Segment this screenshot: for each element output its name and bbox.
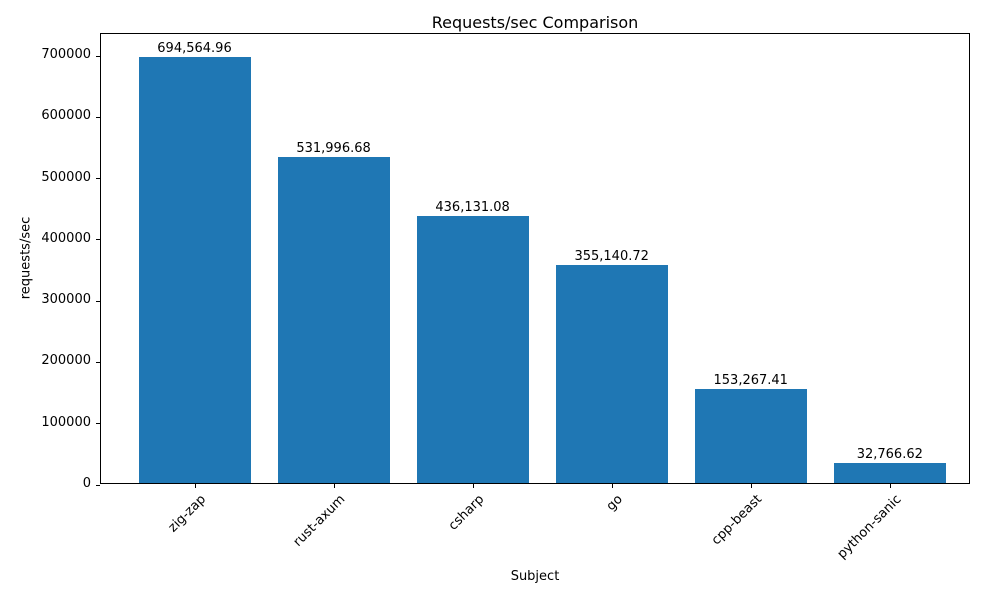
- y-tick-mark: [96, 55, 100, 57]
- y-tick-mark: [96, 300, 100, 302]
- bar-value-label: 694,564.96: [157, 41, 232, 57]
- bar-value-label: 32,766.62: [856, 446, 923, 462]
- bar-cpp-beast: [694, 389, 807, 483]
- y-tick-label: 400000: [41, 230, 91, 246]
- bar-zig-zap: [138, 57, 251, 483]
- bar-rust-axum: [277, 157, 390, 483]
- y-tick-label: 200000: [41, 353, 91, 369]
- x-tick-label-go: go: [604, 492, 627, 515]
- y-tick-mark: [96, 361, 100, 363]
- x-tick-mark: [611, 484, 613, 488]
- bar-value-label: 153,267.41: [713, 373, 788, 389]
- y-tick-label: 300000: [41, 292, 91, 308]
- y-tick-label: 700000: [41, 47, 91, 63]
- y-tick-label: 600000: [41, 108, 91, 124]
- y-tick-mark: [96, 116, 100, 118]
- y-tick-label: 0: [82, 476, 91, 491]
- bar-value-label: 436,131.08: [435, 199, 510, 215]
- y-tick-label: 100000: [41, 414, 91, 430]
- y-tick-mark: [96, 484, 100, 486]
- x-axis-label: Subject: [510, 569, 560, 584]
- y-tick-mark: [96, 178, 100, 180]
- bar-go: [555, 265, 668, 483]
- x-tick-mark: [750, 484, 752, 488]
- bar-value-label: 531,996.68: [296, 141, 371, 156]
- y-tick-label: 500000: [41, 169, 91, 185]
- x-tick-label-cpp-beast: cpp-beast: [709, 492, 766, 549]
- chart-title: Requests/sec Comparison: [431, 13, 639, 32]
- plot-area: 694,564.96 531,996.68 436,131.08 355,140.72…: [96, 33, 970, 488]
- x-tick-label-python-sanic: python-sanic: [834, 492, 905, 562]
- bar-value-label: 355,140.72: [574, 249, 649, 265]
- x-tick-mark: [472, 484, 474, 488]
- x-tick-mark: [194, 484, 196, 488]
- y-tick-mark: [96, 239, 100, 241]
- x-tick-label-rust-axum: rust-axum: [290, 492, 349, 550]
- y-axis-label: requests/sec: [18, 216, 34, 300]
- x-tick-label-csharp: csharp: [445, 492, 488, 534]
- bar-python-sanic: [833, 462, 946, 483]
- x-tick-label-zig-zap: zig-zap: [165, 492, 210, 536]
- bar-csharp: [416, 215, 529, 483]
- y-tick-mark: [96, 423, 100, 425]
- x-tick-mark: [889, 484, 891, 488]
- x-tick-mark: [333, 484, 335, 488]
